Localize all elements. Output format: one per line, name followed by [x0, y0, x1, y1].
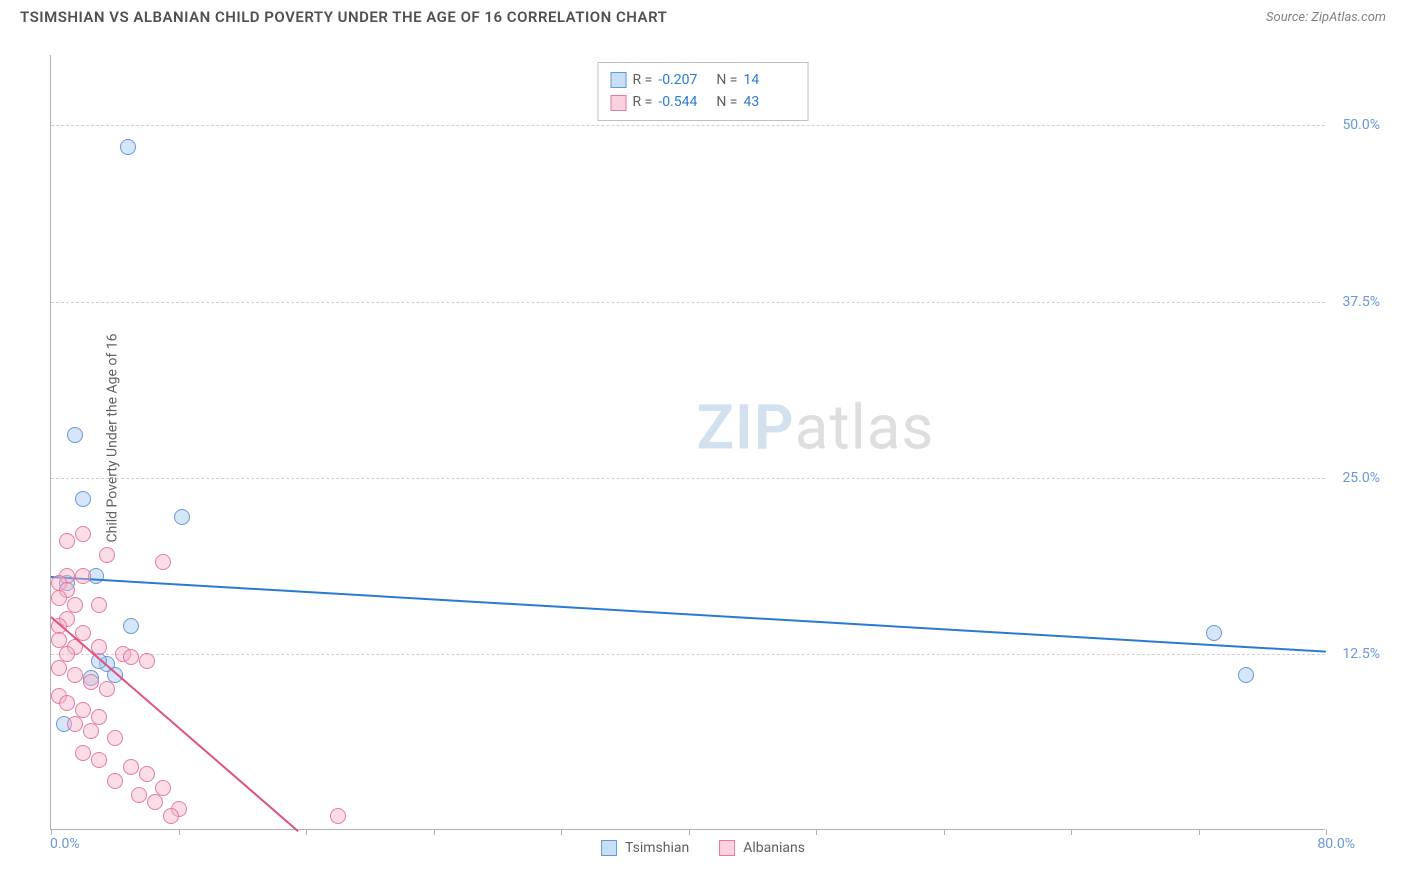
x-tick: [689, 829, 690, 835]
data-point: [123, 759, 139, 775]
y-tick-label: 12.5%: [1342, 646, 1380, 662]
legend-row: R =-0.207 N = 14: [611, 69, 796, 91]
source-attribution: Source: ZipAtlas.com: [1266, 10, 1386, 25]
data-point: [99, 681, 115, 697]
gridline: [51, 302, 1325, 303]
legend-item: Tsimshian: [601, 840, 689, 856]
gridline: [51, 478, 1325, 479]
x-tick: [434, 829, 435, 835]
data-point: [75, 526, 91, 542]
r-label: R =: [633, 69, 653, 91]
data-point: [51, 660, 67, 676]
x-axis-min-label: 0.0%: [50, 836, 80, 852]
correlation-legend: R =-0.207 N = 14 R =-0.544 N = 43: [598, 62, 809, 121]
data-point: [1238, 667, 1254, 683]
legend-label: Tsimshian: [625, 840, 689, 856]
legend-row: R =-0.544 N = 43: [611, 91, 796, 113]
data-point: [107, 730, 123, 746]
chart-title: TSIMSHIAN VS ALBANIAN CHILD POVERTY UNDE…: [20, 8, 667, 26]
data-point: [91, 752, 107, 768]
data-point: [75, 491, 91, 507]
x-tick: [306, 829, 307, 835]
x-tick: [1071, 829, 1072, 835]
n-label: N =: [716, 69, 737, 91]
n-value: 43: [743, 91, 795, 113]
data-point: [67, 716, 83, 732]
x-tick: [51, 829, 52, 835]
data-point: [139, 653, 155, 669]
data-point: [83, 674, 99, 690]
legend-item: Albanians: [719, 840, 805, 856]
x-tick: [1199, 829, 1200, 835]
data-point: [131, 787, 147, 803]
data-point: [155, 554, 171, 570]
r-value: -0.207: [658, 69, 710, 91]
n-label: N =: [716, 91, 737, 113]
n-value: 14: [743, 69, 795, 91]
y-tick-label: 25.0%: [1342, 470, 1380, 486]
data-point: [123, 618, 139, 634]
legend-swatch: [611, 72, 627, 88]
data-point: [123, 649, 139, 665]
x-tick: [944, 829, 945, 835]
data-point: [163, 808, 179, 824]
legend-swatch: [719, 840, 735, 856]
legend-swatch: [601, 840, 617, 856]
r-value: -0.544: [658, 91, 710, 113]
x-tick: [816, 829, 817, 835]
data-point: [330, 808, 346, 824]
legend-label: Albanians: [743, 840, 805, 856]
scatter-chart: 12.5%25.0%37.5%50.0%: [50, 55, 1325, 830]
data-point: [1206, 625, 1222, 641]
r-label: R =: [633, 91, 653, 113]
data-point: [59, 695, 75, 711]
data-point: [83, 723, 99, 739]
x-tick: [1326, 829, 1327, 835]
data-point: [67, 427, 83, 443]
y-tick-label: 50.0%: [1342, 117, 1380, 133]
data-point: [75, 568, 91, 584]
series-legend: Tsimshian Albanians: [601, 840, 805, 856]
legend-swatch: [611, 95, 627, 111]
data-point: [99, 547, 115, 563]
data-point: [51, 590, 67, 606]
data-point: [59, 533, 75, 549]
data-point: [107, 773, 123, 789]
gridline: [51, 125, 1325, 126]
data-point: [75, 745, 91, 761]
data-point: [120, 139, 136, 155]
data-point: [147, 794, 163, 810]
data-point: [139, 766, 155, 782]
trend-line: [51, 576, 1326, 653]
data-point: [91, 597, 107, 613]
data-point: [174, 509, 190, 525]
x-axis-max-label: 80.0%: [1317, 836, 1355, 852]
gridline: [51, 654, 1325, 655]
x-tick: [561, 829, 562, 835]
y-tick-label: 37.5%: [1342, 294, 1380, 310]
data-point: [67, 667, 83, 683]
x-tick: [179, 829, 180, 835]
